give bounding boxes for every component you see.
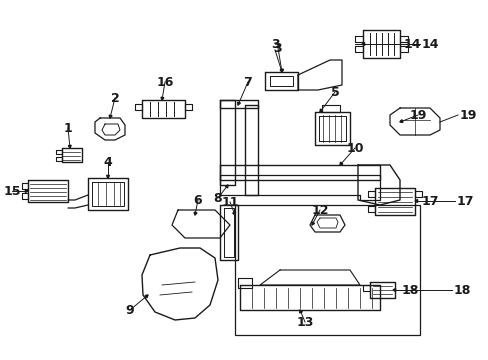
Polygon shape xyxy=(361,42,364,45)
Polygon shape xyxy=(392,288,395,292)
Text: 9: 9 xyxy=(125,303,134,316)
Text: 15: 15 xyxy=(3,185,20,198)
Polygon shape xyxy=(399,120,402,122)
Polygon shape xyxy=(106,175,109,178)
Text: 18: 18 xyxy=(401,284,418,297)
Polygon shape xyxy=(232,212,235,215)
Polygon shape xyxy=(319,109,322,112)
Polygon shape xyxy=(414,199,417,202)
Text: 19: 19 xyxy=(458,108,476,122)
Text: 3: 3 xyxy=(273,41,282,54)
Text: 17: 17 xyxy=(420,194,438,207)
Polygon shape xyxy=(25,189,28,193)
Text: 10: 10 xyxy=(346,141,363,154)
Text: 5: 5 xyxy=(330,86,339,99)
Polygon shape xyxy=(194,212,197,215)
Polygon shape xyxy=(299,310,302,313)
Text: 8: 8 xyxy=(213,192,222,204)
Polygon shape xyxy=(145,295,148,298)
Text: 6: 6 xyxy=(193,194,202,207)
Text: 11: 11 xyxy=(221,195,238,208)
Bar xyxy=(235,205,419,335)
Polygon shape xyxy=(237,102,240,105)
Polygon shape xyxy=(280,69,283,72)
Text: 2: 2 xyxy=(110,91,119,104)
Polygon shape xyxy=(339,162,342,165)
Text: 7: 7 xyxy=(243,76,252,89)
Text: 19: 19 xyxy=(408,108,426,122)
Text: 13: 13 xyxy=(296,315,313,328)
Polygon shape xyxy=(68,145,71,148)
Polygon shape xyxy=(225,185,227,188)
Text: 14: 14 xyxy=(420,37,438,50)
Text: 12: 12 xyxy=(311,203,328,216)
Text: 4: 4 xyxy=(103,156,112,168)
Text: 17: 17 xyxy=(455,194,473,207)
Polygon shape xyxy=(109,115,112,118)
Polygon shape xyxy=(280,69,283,72)
Text: 18: 18 xyxy=(452,284,470,297)
Text: 14: 14 xyxy=(403,37,420,50)
Text: 3: 3 xyxy=(270,37,279,50)
Text: 16: 16 xyxy=(156,76,173,89)
Polygon shape xyxy=(311,222,314,225)
Polygon shape xyxy=(161,97,163,100)
Text: 1: 1 xyxy=(63,122,72,135)
